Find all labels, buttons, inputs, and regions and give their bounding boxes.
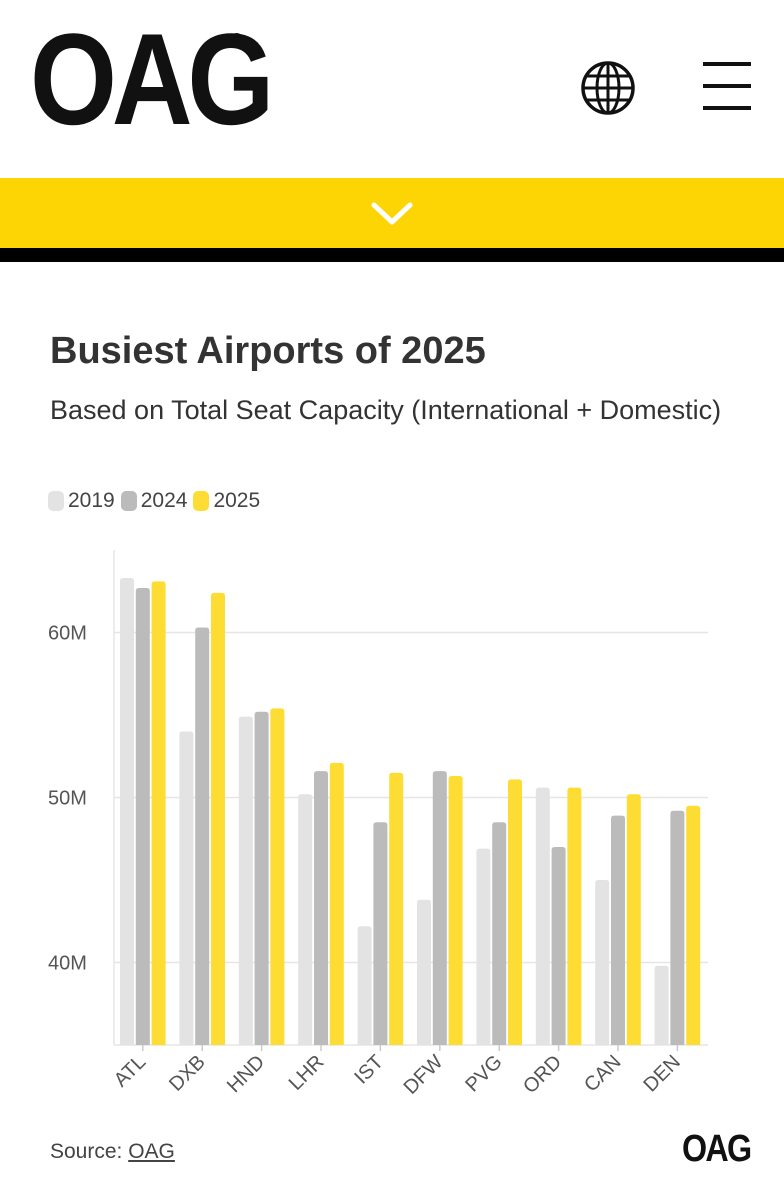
legend-swatch-2024 [120,491,137,511]
legend-item-2025[interactable]: 2025 [193,489,260,513]
source-line: Source: OAG [50,1140,175,1164]
bar-CAN-2025 [626,794,641,1045]
bar-DEN-2025 [686,805,701,1045]
bar-DXB-2019 [179,731,194,1045]
legend-label-2024: 2024 [140,489,188,512]
bar-CAN-2019 [595,880,610,1045]
source-link[interactable]: OAG [128,1140,175,1163]
site-header: OAG ® [0,0,784,178]
legend-label-2019: 2019 [68,489,115,512]
bar-PVG-2024 [492,822,507,1045]
chart-subtitle: Based on Total Seat Capacity (Internatio… [50,395,722,425]
chart-title: Busiest Airports of 2025 [50,330,486,372]
bar-LHR-2025 [329,762,344,1045]
divider-bar [0,248,784,262]
bar-IST-2025 [389,772,404,1045]
legend-item-2024[interactable]: 2024 [120,489,188,513]
bar-DFW-2024 [432,771,447,1045]
bar-ORD-2019 [535,787,550,1045]
source-label: Source: [50,1140,123,1163]
oag-logo[interactable]: OAG [30,6,274,152]
bar-ATL-2019 [120,578,134,1045]
bar-DFW-2019 [417,899,431,1045]
expand-banner[interactable] [0,178,784,248]
bar-chart: 40M 50M 60M ATL DXB HND LHR IST DFW PVG ORD CAN DEN [48,550,708,1099]
bar-ATL-2024 [135,587,150,1045]
bar-ORD-2024 [551,847,566,1045]
bar-IST-2024 [373,822,388,1045]
legend-swatch-2019 [48,491,64,511]
y-tick-label-50M: 50M [48,788,87,810]
x-tick-label-CAN: CAN [580,1051,625,1096]
footer-oag-logo: OAG [682,1128,752,1170]
chart-legend: 2019 2024 2025 [48,488,266,514]
bar-DEN-2019 [654,965,669,1045]
y-tick-label-40M: 40M [48,953,87,975]
bar-IST-2019 [357,926,372,1045]
legend-item-2019[interactable]: 2019 [48,489,115,513]
globe-icon[interactable] [580,60,636,116]
x-tick-label-ATL: ATL [110,1051,150,1091]
x-tick-label-DFW: DFW [400,1051,448,1099]
x-tick-label-DEN: DEN [640,1051,685,1096]
bar-CAN-2024 [611,815,625,1045]
bar-ORD-2025 [567,787,582,1045]
bar-LHR-2019 [298,794,313,1045]
hamburger-menu-icon[interactable] [703,62,753,112]
registered-mark: ® [232,30,242,45]
x-tick-label-HND: HND [223,1051,269,1097]
bar-HND-2024 [254,711,269,1045]
x-tick-label-ORD: ORD [519,1051,566,1098]
bar-LHR-2024 [314,771,328,1045]
bar-HND-2025 [270,708,285,1045]
legend-label-2025: 2025 [213,489,261,512]
legend-swatch-2025 [193,491,210,511]
bar-PVG-2025 [508,779,522,1045]
x-tick-label-PVG: PVG [461,1051,506,1096]
bar-PVG-2019 [476,848,491,1045]
bar-DFW-2025 [448,776,463,1045]
y-tick-label-60M: 60M [48,623,87,645]
bar-HND-2019 [238,716,253,1045]
x-tick-label-DXB: DXB [165,1051,210,1096]
bar-DEN-2024 [670,810,685,1045]
bar-DXB-2025 [211,592,225,1045]
x-tick-label-IST: IST [350,1051,388,1089]
bar-DXB-2024 [195,627,210,1045]
bar-ATL-2025 [151,581,166,1045]
chevron-down-icon[interactable] [370,200,414,228]
x-tick-label-LHR: LHR [285,1051,329,1095]
